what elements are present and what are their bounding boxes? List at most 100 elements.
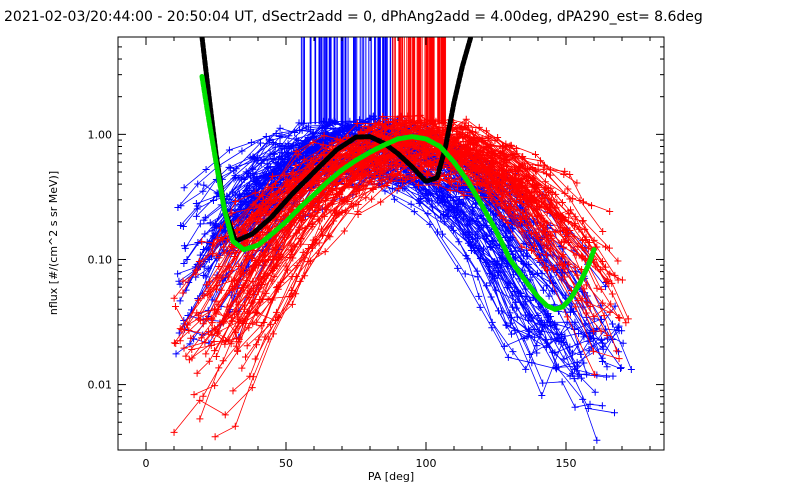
y-tick-label: 0.01 bbox=[88, 379, 113, 392]
red-curves-marker bbox=[516, 164, 524, 172]
red-curves-marker bbox=[208, 331, 216, 339]
red-curves-marker bbox=[382, 153, 390, 161]
red-curves-marker bbox=[205, 328, 213, 336]
red-curves-marker bbox=[344, 197, 352, 205]
red-curves-marker bbox=[589, 347, 597, 355]
blue-curves-marker bbox=[407, 200, 415, 208]
blue-curves-marker bbox=[610, 409, 618, 417]
blue-curves-marker bbox=[486, 243, 494, 251]
red-curves-marker bbox=[615, 355, 623, 363]
blue-curves-marker bbox=[177, 202, 185, 210]
red-curves-marker bbox=[307, 201, 315, 209]
blue-curves-marker bbox=[566, 343, 574, 351]
blue-curves-marker bbox=[573, 358, 581, 366]
blue-curves-marker bbox=[583, 370, 591, 378]
red-curves-marker bbox=[521, 160, 529, 168]
red-curves-marker bbox=[501, 204, 509, 212]
red-curves-marker bbox=[252, 309, 260, 317]
red-curves-marker bbox=[257, 206, 265, 214]
red-curves-marker bbox=[492, 181, 500, 189]
red-curves-marker bbox=[495, 171, 503, 179]
red-curves-marker bbox=[283, 181, 291, 189]
red-curves-marker bbox=[228, 317, 236, 325]
blue-curves-marker bbox=[266, 163, 274, 171]
red-curves-marker bbox=[575, 225, 583, 233]
red-curves-marker bbox=[574, 242, 582, 250]
red-curves-marker bbox=[170, 294, 178, 302]
red-curves-marker bbox=[328, 185, 336, 193]
blue-curves-marker bbox=[487, 228, 495, 236]
red-curves-marker bbox=[455, 133, 463, 141]
red-curves-marker bbox=[590, 313, 598, 321]
red-curves-marker bbox=[215, 254, 223, 262]
red-curves-marker bbox=[196, 396, 204, 404]
red-curves-marker bbox=[231, 422, 239, 430]
red-curves-marker bbox=[196, 316, 204, 324]
blue-curves-marker bbox=[548, 287, 556, 295]
red-curves-marker bbox=[243, 342, 251, 350]
blue-curves-marker bbox=[192, 212, 200, 220]
blue-curves-marker bbox=[530, 326, 538, 334]
red-curves-marker bbox=[292, 147, 300, 155]
red-curves-marker bbox=[463, 140, 471, 148]
red-curves-marker bbox=[598, 257, 606, 265]
red-curves-marker bbox=[529, 163, 537, 171]
red-curves-marker bbox=[572, 303, 580, 311]
red-curves-marker bbox=[228, 243, 236, 251]
red-curves-marker bbox=[199, 320, 207, 328]
plot-frame bbox=[117, 36, 665, 451]
red-curves-marker bbox=[454, 182, 462, 190]
red-curves-marker bbox=[322, 144, 330, 152]
blue-curves-marker bbox=[194, 238, 202, 246]
red-curves-marker bbox=[417, 123, 425, 131]
red-curves-marker bbox=[559, 253, 567, 261]
blue-curves-marker bbox=[579, 395, 587, 403]
red-curves-marker bbox=[499, 215, 507, 223]
red-curves-marker bbox=[355, 146, 363, 154]
blue-curves-marker bbox=[292, 135, 300, 143]
blue-curves-marker bbox=[534, 311, 542, 319]
red-curves-marker bbox=[222, 337, 230, 345]
blue-curves-marker bbox=[271, 143, 279, 151]
red-curves-marker bbox=[207, 314, 215, 322]
blue-curves-marker bbox=[346, 117, 354, 125]
red-curves-marker bbox=[536, 157, 544, 165]
red-curves-marker bbox=[231, 249, 239, 257]
red-curves-marker bbox=[251, 189, 259, 197]
blue-curves-marker bbox=[201, 230, 209, 238]
red-curves-marker bbox=[578, 217, 586, 225]
blue-curves-marker bbox=[474, 273, 482, 281]
blue-curves-marker bbox=[562, 291, 570, 299]
red-curves-marker bbox=[249, 298, 257, 306]
red-curves-marker bbox=[352, 190, 360, 198]
blue-curves-marker bbox=[520, 334, 528, 342]
blue-curves-marker bbox=[454, 264, 462, 272]
blue-curves-marker bbox=[180, 259, 188, 267]
blue-curves-marker bbox=[225, 146, 233, 154]
blue-curves-marker bbox=[260, 188, 268, 196]
red-curves-marker bbox=[259, 191, 267, 199]
red-curves-marker bbox=[258, 281, 266, 289]
red-curves-marker bbox=[600, 312, 608, 320]
red-curves-marker bbox=[352, 184, 360, 192]
red-curves-marker bbox=[560, 243, 568, 251]
red-curves-marker bbox=[220, 249, 228, 257]
red-curves-marker bbox=[541, 178, 549, 186]
red-curves-marker bbox=[254, 274, 262, 282]
red-curves-marker bbox=[357, 170, 365, 178]
red-curves-marker bbox=[599, 299, 607, 307]
red-curves-marker bbox=[182, 352, 190, 360]
red-curves-marker bbox=[370, 173, 378, 181]
red-curves-marker bbox=[192, 270, 200, 278]
blue-curves-marker bbox=[426, 220, 434, 228]
red-curves-marker bbox=[499, 174, 507, 182]
blue-curves-marker bbox=[174, 270, 182, 278]
blue-curves-marker bbox=[244, 169, 252, 177]
blue-curves-marker bbox=[495, 307, 503, 315]
red-curves-marker bbox=[219, 236, 227, 244]
red-curves-marker bbox=[393, 160, 401, 168]
blue-curves-marker bbox=[516, 289, 524, 297]
red-curves-marker bbox=[246, 372, 254, 380]
blue-curves-marker bbox=[507, 247, 515, 255]
blue-curves-marker bbox=[475, 292, 483, 300]
